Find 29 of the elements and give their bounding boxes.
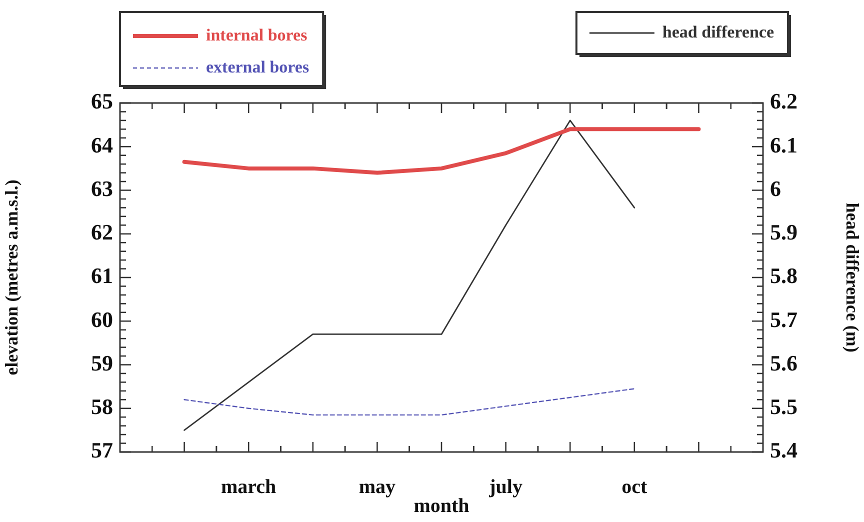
line-series: [184, 388, 635, 416]
y2-tick-label: 6.2: [770, 88, 798, 114]
legend-label: external bores: [206, 57, 310, 76]
y2-tick-label: 5.9: [770, 220, 798, 245]
y-tick-label: 65: [91, 88, 113, 114]
x-tick-label: oct: [622, 476, 648, 498]
x-tick-label: july: [488, 476, 522, 498]
y2-tick-label: 6: [770, 176, 781, 201]
y2-tick-label: 5.5: [770, 394, 798, 420]
y-tick-label: 61: [91, 263, 113, 288]
y2-tick-label: 5.8: [770, 263, 798, 288]
legend-label: internal bores: [206, 25, 308, 44]
y-tick-label: 63: [91, 176, 113, 201]
x-axis-title: month: [414, 495, 470, 518]
y-tick-label: 59: [91, 350, 113, 376]
y2-tick-label: 5.7: [770, 306, 798, 332]
y-tick-label: 62: [91, 220, 113, 245]
y-tick-label: 64: [91, 132, 113, 158]
legend-label: head difference: [662, 22, 774, 42]
y-tick-label: 58: [91, 394, 113, 420]
x-tick-label: march: [221, 476, 276, 498]
y2-tick-label: 5.6: [770, 350, 798, 376]
y2-tick-label: 5.4: [770, 438, 798, 463]
y-axis-title: elevation (metres a.m.s.l.): [1, 180, 22, 376]
y2-axis-title: head difference (m): [842, 202, 863, 352]
y2-tick-label: 6.1: [770, 132, 798, 158]
x-tick-label: may: [358, 476, 396, 498]
y-tick-label: 60: [91, 306, 113, 332]
y-tick-label: 57: [91, 438, 113, 463]
